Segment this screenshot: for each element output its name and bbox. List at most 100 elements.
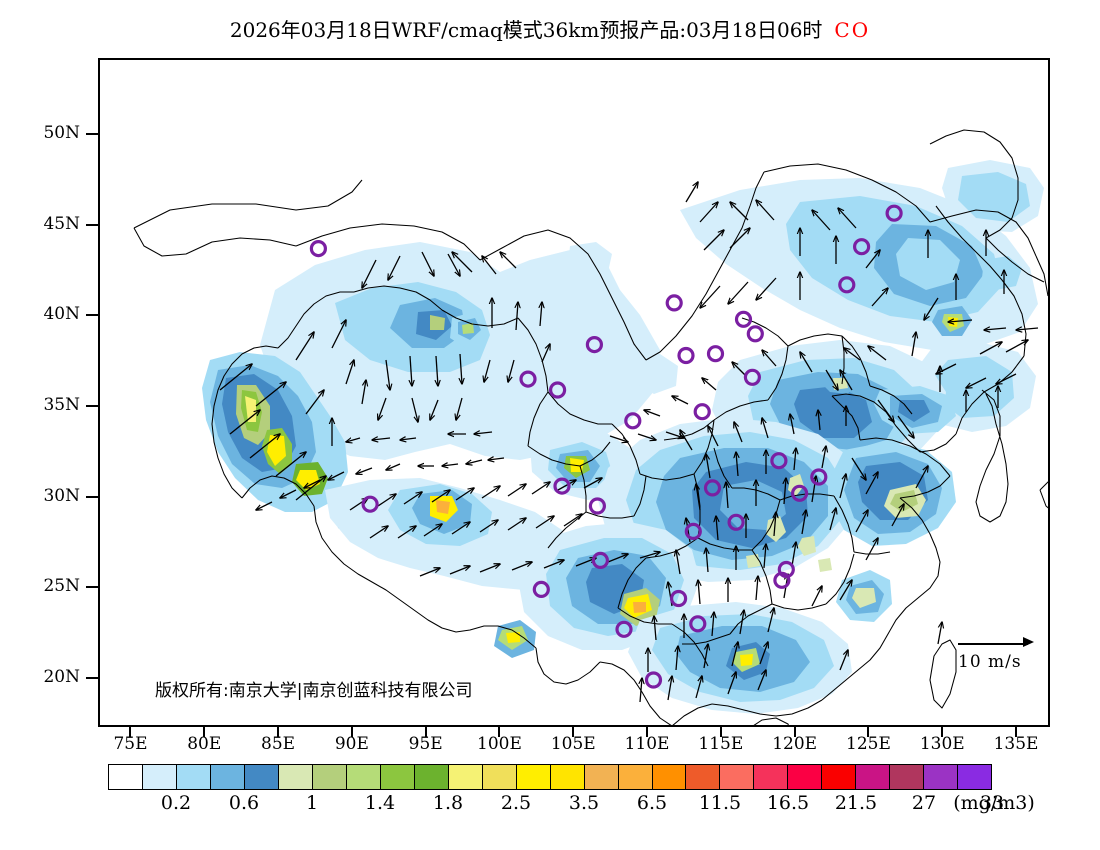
colorbar-swatch	[822, 765, 857, 789]
city-marker	[810, 468, 828, 486]
colorbar-tick-label: 33	[979, 792, 1005, 814]
longitude-tick-label: 120E	[772, 734, 818, 754]
colorbar-tick-label: 2.5	[500, 792, 532, 814]
longitude-tick-label: 95E	[408, 734, 443, 754]
city-marker	[644, 671, 663, 689]
city-marker	[773, 571, 791, 589]
city-marker	[885, 204, 903, 222]
map-boundaries-layer	[133, 129, 1048, 725]
city-marker	[361, 495, 379, 513]
colorbar-tick-label: 0.6	[228, 792, 260, 814]
city-marker	[669, 589, 688, 608]
longitude-tick-label: 80E	[187, 734, 222, 754]
city-marker	[746, 325, 764, 343]
longitude-tick-mark	[719, 727, 722, 737]
longitude-tick-mark	[203, 727, 206, 737]
city-marker	[615, 620, 633, 638]
longitude-tick-label: 85E	[261, 734, 296, 754]
longitude-tick-label: 100E	[477, 734, 522, 754]
city-marker	[585, 336, 603, 354]
city-marker	[532, 580, 550, 599]
longitude-tick-mark	[277, 727, 280, 737]
colorbar-tick-label: 1.8	[432, 792, 464, 814]
colorbar-swatch	[448, 765, 483, 789]
colorbar-swatch	[109, 765, 143, 789]
city-marker	[519, 370, 537, 388]
copyright-text: 版权所有:南京大学|南京创蓝科技有限公司	[155, 681, 473, 701]
colorbar-swatch	[380, 765, 415, 789]
colorbar-tick-label: 21.5	[834, 792, 878, 814]
city-marker	[684, 522, 702, 540]
colorbar-swatch	[856, 765, 891, 789]
colorbar-swatch	[788, 765, 823, 789]
colorbar-swatch	[312, 765, 347, 789]
arrow-right-icon	[958, 637, 1034, 651]
colorbar-swatch	[618, 765, 653, 789]
city-marker	[588, 497, 606, 515]
city-marker	[624, 412, 642, 430]
colorbar-tick-label: 0.2	[160, 792, 192, 814]
city-marker	[693, 403, 711, 421]
colorbar: 0.2 0.6 1 1.4 1.8 2.5 3.5 6.5 11.5 16.5 21.5 27 33 (m…	[108, 764, 1035, 814]
colorbar-tick-label: 1.4	[364, 792, 396, 814]
longitude-tick-label: 110E	[624, 734, 670, 754]
colorbar-tick-label: 11.5	[698, 792, 742, 814]
colorbar-tick-label: 3.5	[568, 792, 600, 814]
latitude-tick-label: 35N	[43, 395, 80, 416]
latitude-tick-mark	[86, 223, 98, 226]
colorbar-swatch	[278, 765, 313, 789]
latitude-tick-label: 20N	[43, 667, 80, 688]
latitude-tick-mark	[86, 677, 98, 680]
longitude-tick-mark	[793, 727, 796, 737]
longitude-tick-label: 115E	[698, 734, 744, 754]
colorbar-swatch	[924, 765, 959, 789]
colorbar-swatch	[890, 765, 925, 789]
longitude-tick-mark	[424, 727, 427, 737]
colorbar-swatch	[244, 765, 279, 789]
city-marker	[703, 479, 722, 497]
city-marker	[770, 452, 788, 470]
wind-scale-label: 10 m/s	[958, 652, 1022, 672]
colorbar-swatch	[482, 765, 517, 789]
latitude-tick-mark	[86, 495, 98, 498]
colorbar-swatch	[414, 765, 449, 789]
latitude-tick-label: 45N	[43, 213, 80, 234]
longitude-tick-mark	[498, 727, 501, 737]
city-marker	[790, 484, 809, 502]
longitude-tick-mark	[350, 727, 353, 737]
colorbar-swatch	[720, 765, 755, 789]
latitude-tick-label: 50N	[43, 123, 80, 144]
latitude-tick-mark	[86, 314, 98, 317]
page-title: 2026年03月18日WRF/cmaq模式36km预报产品:03月18日06时 C…	[0, 14, 1100, 43]
colorbar-swatch	[584, 765, 619, 789]
title-species-text: CO	[834, 18, 871, 42]
city-marker	[689, 615, 707, 633]
colorbar-swatch	[142, 765, 177, 789]
colorbar-swatch	[652, 765, 687, 789]
longitude-tick-label: 75E	[113, 734, 148, 754]
latitude-tick-label: 30N	[43, 485, 80, 506]
colorbar-swatches	[108, 764, 992, 790]
longitude-tick-mark	[129, 727, 132, 737]
city-marker	[838, 276, 856, 294]
city-marker	[665, 294, 683, 312]
latitude-tick-mark	[86, 586, 98, 589]
colorbar-tick-label: 6.5	[636, 792, 668, 814]
colorbar-tick-labels: 0.2 0.6 1 1.4 1.8 2.5 3.5 6.5 11.5 16.5 21.5 27 33 (m…	[108, 792, 1035, 818]
city-marker	[309, 240, 327, 258]
latitude-tick-label: 25N	[43, 576, 80, 597]
colorbar-swatch	[958, 765, 992, 789]
longitude-tick-label: 130E	[919, 734, 965, 754]
city-marker	[677, 346, 695, 365]
colorbar-swatch	[686, 765, 721, 789]
map-plot-area	[98, 58, 1050, 727]
map-canvas	[133, 129, 1048, 725]
city-marker-layer	[309, 204, 903, 689]
concentration-contour-layer	[202, 160, 1044, 714]
colorbar-tick-label: 16.5	[766, 792, 810, 814]
longitude-tick-mark	[941, 727, 944, 737]
latitude-tick-mark	[86, 405, 98, 408]
colorbar-swatch	[210, 765, 245, 789]
city-marker	[553, 477, 571, 495]
colorbar-swatch	[754, 765, 789, 789]
